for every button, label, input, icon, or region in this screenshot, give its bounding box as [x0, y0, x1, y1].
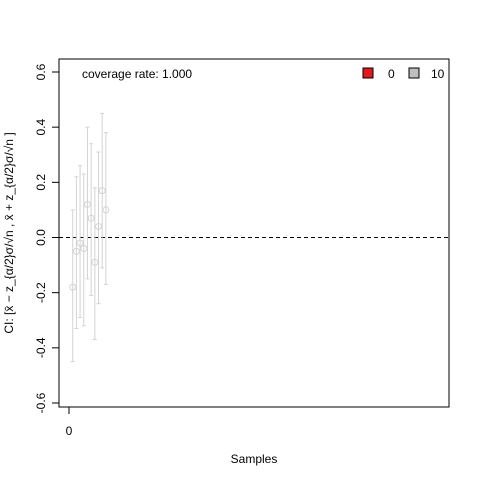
sample-mean-point — [76, 239, 84, 247]
y-tick-label: 0.0 — [34, 229, 48, 246]
sample-mean-point — [72, 247, 80, 255]
y-axis: -0.6 -0.4 -0.2 0.0 0.2 0.4 0.6 — [34, 63, 60, 413]
sample-mean-point — [95, 222, 103, 230]
y-axis-title: CI: [x̄ − z_{α/2}σ/√n , x̄ + z_{α/2}σ/√n… — [2, 132, 16, 333]
sample-mean-point — [69, 283, 77, 291]
legend-label: 10 — [431, 67, 445, 81]
y-tick-label: 0.4 — [34, 119, 48, 136]
x-axis-title: Samples — [231, 452, 278, 466]
sample-mean-point — [80, 245, 88, 253]
legend-swatch — [362, 67, 374, 79]
plot-frame — [58, 58, 450, 408]
x-tick-label: 0 — [66, 424, 73, 438]
sample-mean-point — [102, 206, 110, 214]
sample-mean-point — [83, 200, 91, 208]
y-tick-label: 0.6 — [34, 63, 48, 80]
y-tick-label: -0.4 — [34, 337, 48, 358]
y-tick-label: -0.2 — [34, 282, 48, 303]
sample-mean-point — [91, 258, 99, 266]
sample-mean-point — [98, 187, 106, 195]
legend-swatch — [408, 67, 420, 79]
confidence-intervals — [69, 112, 110, 363]
legend: 0 10 — [362, 67, 445, 81]
legend-label: 0 — [388, 67, 395, 81]
sample-mean-point — [87, 214, 95, 222]
x-axis: 0 — [66, 407, 73, 438]
y-tick-label: -0.6 — [34, 392, 48, 413]
coverage-rate-annotation: coverage rate: 1.000 — [82, 67, 192, 81]
y-tick-label: 0.2 — [34, 174, 48, 191]
